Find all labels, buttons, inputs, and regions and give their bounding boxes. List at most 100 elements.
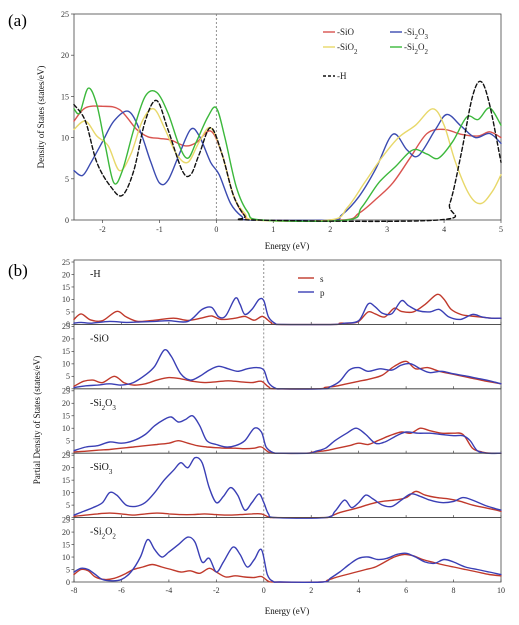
- subpanel-y-tick-label: 20: [62, 270, 70, 279]
- legend-label-sio2: -SiO2: [337, 42, 358, 56]
- subpanel-y-tick-label: 25: [62, 258, 70, 267]
- subpanel-sio3: 0 5 10 15 20 25 -SiO3: [62, 451, 502, 522]
- panel-a-x-tick-label: 2: [328, 225, 332, 234]
- panel-b-x-tick-label: 0: [262, 586, 266, 595]
- subpanel-series-s: [73, 427, 502, 455]
- subpanel-y-tick-label: 20: [62, 463, 70, 472]
- panel-a-series-sio2: [73, 107, 502, 222]
- panel-a-legend: -SiO -Si2O3 -SiO2 -Si2O2 -H: [323, 27, 429, 81]
- panel-a-x-tick-label: -2: [99, 225, 106, 234]
- legend-label-si2o2: -Si2O2: [404, 42, 429, 56]
- legend-label-si2o3: -Si2O3: [404, 27, 429, 41]
- subpanel-y-tick-label: 0: [66, 449, 70, 458]
- subpanel-series-s: [73, 490, 502, 519]
- subpanel-y-tick-label: 10: [62, 424, 70, 433]
- panel-a-series-h: [73, 80, 502, 223]
- subpanel-series-p: [73, 297, 502, 326]
- panel-a-y-tick-label: 20: [61, 51, 69, 60]
- subpanel-y-tick-label: 25: [62, 515, 70, 524]
- subpanel-y-tick-label: 25: [62, 387, 70, 396]
- subpanel-y-tick-label: 0: [66, 578, 70, 587]
- subpanel-y-tick-label: 5: [66, 437, 70, 446]
- subpanel-y-tick-label: 25: [62, 322, 70, 331]
- subpanel-label-si2o3: -Si2O3: [90, 398, 116, 412]
- panel-b-y-axis-title: Partial Density of States (states/eV): [32, 356, 42, 484]
- panel-a-x-tick-label: 0: [214, 225, 218, 234]
- panel-a-y-tick-label: 5: [65, 175, 69, 184]
- subpanel-y-tick-label: 20: [62, 528, 70, 537]
- panel-b-x-tick-label: -8: [71, 586, 78, 595]
- subpanel-y-tick-label: 15: [62, 412, 70, 421]
- panel-b-subpanels: 0 5 10 15 20 25 -H 0 5 10 15 20 25 -SiO 0 5 10 15 20 25 -Si2…: [62, 258, 502, 587]
- subpanel-label-si2o2: -Si2O2: [90, 527, 116, 541]
- panel-a-ticks: -2 -1 0 1 2 3 4 5 0 5 10 15 20 25: [61, 10, 503, 234]
- subpanel-label-sio3: -SiO3: [90, 462, 113, 476]
- panel-b-x-tick-label: -2: [213, 586, 220, 595]
- panel-a-y-tick-label: 15: [61, 92, 69, 101]
- panel-b-x-tick-label: 8: [452, 586, 456, 595]
- panel-b-legend: sp: [298, 274, 325, 298]
- subpanel-y-tick-label: 0: [66, 513, 70, 522]
- subpanel-y-tick-label: 5: [66, 501, 70, 510]
- subpanel-label-h: -H: [90, 269, 101, 280]
- subpanel-y-tick-label: 5: [66, 308, 70, 317]
- panel-a-x-axis-title: Energy (eV): [265, 241, 310, 251]
- subpanel-frame: [73, 452, 502, 519]
- subpanel-series-p: [73, 536, 502, 583]
- legend-label-p: p: [320, 288, 325, 298]
- panel-a-x-tick-label: -1: [156, 225, 163, 234]
- panel-a-y-tick-label: 0: [65, 216, 69, 225]
- subpanel-series-s: [73, 553, 502, 583]
- subpanel-y-tick-label: 10: [62, 360, 70, 369]
- panel-a-x-tick-label: 1: [271, 225, 275, 234]
- panel-b-x-tick-label: 6: [404, 586, 408, 595]
- panel-a-x-tick-label: 4: [442, 225, 446, 234]
- legend-label-sio: -SiO: [337, 27, 355, 37]
- panel-a-series-si2o3: [73, 110, 502, 222]
- panel-b: (b) 0510152025-H0510152025-SiO0510152025…: [8, 258, 505, 616]
- panel-a-x-tick-label: 5: [499, 225, 503, 234]
- panel-b-x-tick-label: -4: [166, 586, 173, 595]
- subpanel-si2o3: 0 5 10 15 20 25 -Si2O3: [62, 387, 502, 458]
- panel-a-series-sio: [73, 105, 502, 222]
- panel-a-y-tick-label: 25: [61, 10, 69, 19]
- subpanel-sio: 0 5 10 15 20 25 -SiO: [62, 322, 502, 394]
- subpanel-frame: [73, 259, 502, 325]
- panel-b-label: (b): [8, 261, 28, 280]
- subpanel-series-s: [73, 360, 502, 390]
- panel-a-label: (a): [8, 11, 27, 30]
- subpanel-y-tick-label: 10: [62, 553, 70, 562]
- panel-b-x-tick-label: -6: [118, 586, 125, 595]
- panel-b-x-ticks: -8 -6 -4 -2 0 2 4 6 8 10: [71, 586, 505, 595]
- panel-a-x-tick-label: 3: [385, 225, 389, 234]
- subpanel-y-tick-label: 5: [66, 565, 70, 574]
- panel-a-series-si2o2: [73, 87, 502, 223]
- panel-b-x-tick-label: 10: [497, 586, 505, 595]
- subpanel-y-tick-label: 15: [62, 347, 70, 356]
- legend-label-s: s: [320, 274, 324, 284]
- subpanel-series-p: [73, 456, 502, 519]
- subpanel-y-tick-label: 20: [62, 335, 70, 344]
- panel-b-x-tick-label: 2: [309, 586, 313, 595]
- panel-a-y-tick-label: 10: [61, 134, 69, 143]
- subpanel-frame: [73, 388, 502, 454]
- panel-a: (a) -2 -1 0 1 2 3 4 5 0 5 10 15 20 25 Energy (eV) Den…: [8, 10, 503, 251]
- subpanel-y-tick-label: 25: [62, 451, 70, 460]
- panel-a-y-axis-title: Density of States (states/eV): [36, 66, 46, 169]
- subpanel-series-p: [73, 414, 502, 455]
- panel-a-curves: [73, 80, 502, 223]
- subpanel-y-tick-label: 15: [62, 283, 70, 292]
- subpanel-si2o2: 0 5 10 15 20 25 -Si2O2: [62, 515, 502, 587]
- subpanel-frame: [73, 517, 502, 583]
- panel-b-x-axis-title: Energy (eV): [265, 606, 310, 616]
- subpanel-y-tick-label: 0: [66, 385, 70, 394]
- subpanel-label-sio: -SiO: [90, 333, 109, 344]
- subpanel-y-tick-label: 5: [66, 372, 70, 381]
- subpanel-y-tick-label: 15: [62, 476, 70, 485]
- subpanel-y-tick-label: 15: [62, 540, 70, 549]
- subpanel-y-tick-label: 10: [62, 295, 70, 304]
- subpanel-frame: [73, 323, 502, 390]
- panel-b-x-tick-label: 4: [357, 586, 361, 595]
- subpanel-h: 0 5 10 15 20 25 -H: [62, 258, 502, 329]
